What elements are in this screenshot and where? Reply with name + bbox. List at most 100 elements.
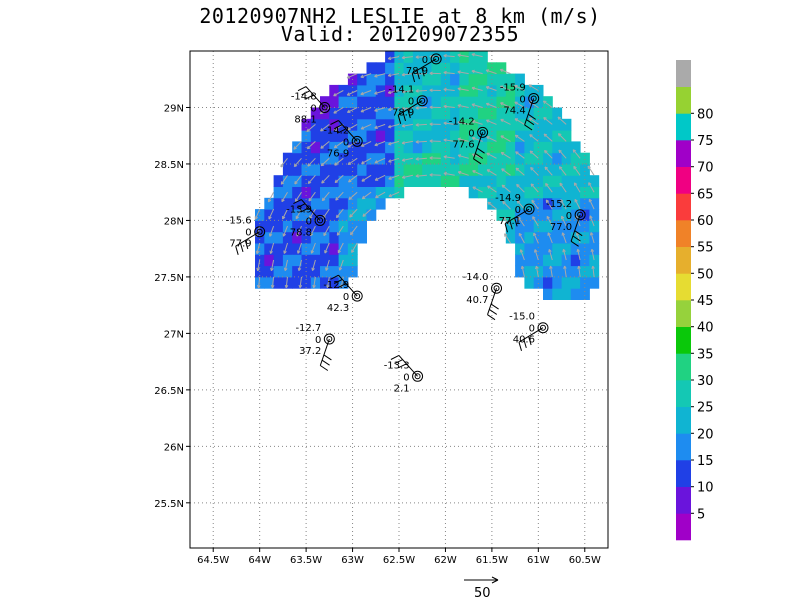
wind-speed-cell xyxy=(543,254,553,267)
wind-speed-cell xyxy=(505,209,516,221)
wind-arrow-head xyxy=(348,179,352,183)
wind-arrow-head xyxy=(388,193,392,198)
wind-arrow-head xyxy=(532,216,536,220)
wind-arrow xyxy=(487,201,497,210)
wind-arrow xyxy=(321,191,330,202)
wind-speed-cell xyxy=(496,141,507,154)
wind-arrow xyxy=(269,225,275,237)
wind-speed-cell xyxy=(543,265,553,278)
wind-speed-cell xyxy=(524,107,535,120)
wind-arrow-head xyxy=(387,73,392,77)
wind-speed-cell xyxy=(580,254,590,267)
wind-speed-cell xyxy=(580,186,590,199)
wind-speed-cell xyxy=(496,73,507,86)
wind-arrow xyxy=(258,276,261,288)
wind-arrow xyxy=(530,183,539,193)
wind-speed-cell xyxy=(403,141,414,154)
wind-arrow-head xyxy=(346,75,351,79)
wind-speed-cell xyxy=(552,220,563,233)
wind-speed-cell xyxy=(385,73,395,86)
wind-arrow xyxy=(388,107,400,111)
wind-speed-cell xyxy=(385,164,395,176)
wind-arrow-head xyxy=(500,102,504,106)
wind-arrow-head xyxy=(360,91,364,96)
wind-arrow xyxy=(401,73,413,76)
wind-arrow xyxy=(545,183,553,193)
wind-arrow-head xyxy=(348,196,353,200)
wind-speed-cell xyxy=(320,254,330,267)
wind-speed-cell xyxy=(496,107,507,120)
station-circle xyxy=(351,135,363,147)
wind-arrow xyxy=(347,140,358,148)
wind-arrow xyxy=(560,199,567,210)
wind-speed-cell xyxy=(375,62,386,75)
wind-speed-cell xyxy=(570,254,581,267)
wind-arrow-head xyxy=(270,284,275,289)
wind-barb-feather xyxy=(323,354,332,361)
wind-arrow xyxy=(402,157,413,161)
wind-speed-cell xyxy=(468,175,479,187)
station-value: 78.9 xyxy=(392,108,414,119)
wind-arrow-head xyxy=(529,134,533,138)
wind-arrow-head xyxy=(560,199,564,203)
station-inner-circle xyxy=(354,293,361,300)
wind-arrow-head xyxy=(308,198,312,202)
wind-speed-cell xyxy=(468,51,479,63)
wind-arrow-head xyxy=(307,163,311,167)
wind-barb-feather xyxy=(398,363,407,369)
wind-arrow-head xyxy=(338,267,343,271)
colorbar: 5 10 15 20 25 30 35 40 45 50 55 60 65 70 75 80 xyxy=(676,60,714,541)
wind-arrow-head xyxy=(387,90,392,95)
wind-arrow-head xyxy=(516,183,520,188)
wind-arrow-head xyxy=(310,232,314,237)
colorbar-segment xyxy=(676,513,691,541)
wind-arrow xyxy=(531,199,539,210)
wind-arrow-head xyxy=(323,232,327,237)
wind-arrow-head xyxy=(576,248,580,253)
wind-arrow-head xyxy=(337,249,341,254)
wind-speed-cell xyxy=(505,96,516,108)
wind-arrow-head xyxy=(443,138,447,142)
wind-arrow-head xyxy=(486,169,491,173)
wind-arrow xyxy=(388,157,400,163)
wind-arrow-head xyxy=(333,144,338,149)
wind-arrow-head xyxy=(561,215,565,220)
wind-arrow-head xyxy=(347,161,352,165)
wind-speed-cell xyxy=(570,186,581,199)
x-tick-label: 62W xyxy=(434,555,457,566)
wind-arrow xyxy=(521,265,525,278)
wind-arrow-head xyxy=(320,162,325,167)
wind-speed-cell xyxy=(524,243,535,255)
wind-speed-cell xyxy=(347,152,358,165)
wind-barb-feather xyxy=(297,86,307,92)
wind-speed-cell xyxy=(468,130,479,142)
wind-speed-cell xyxy=(292,141,302,154)
wind-arrow-head xyxy=(347,126,351,131)
wind-arrow xyxy=(501,168,511,176)
wind-arrow-head xyxy=(333,93,337,97)
wind-speed-cell xyxy=(478,107,488,120)
wind-speed-cell xyxy=(375,73,386,86)
wind-vector-layer xyxy=(254,53,595,289)
wind-arrow-head xyxy=(486,119,490,123)
wind-arrow xyxy=(326,276,330,288)
wind-barb-feather xyxy=(321,359,330,366)
wind-arrow-head xyxy=(415,123,419,127)
wind-speed-cell xyxy=(533,220,544,233)
wind-speed-cell xyxy=(329,276,340,289)
wind-speed-cell xyxy=(347,220,358,233)
wind-speed-cell xyxy=(505,73,516,86)
wind-speed-cell xyxy=(570,175,581,187)
wind-arrow-head xyxy=(360,143,365,147)
wind-arrow xyxy=(572,149,581,159)
wind-speed-cell xyxy=(533,152,544,165)
wind-barb-feather xyxy=(570,240,579,247)
wind-arrow xyxy=(588,182,595,193)
wind-speed-cell xyxy=(552,164,563,176)
wind-speed-cell xyxy=(310,118,321,131)
wind-speed-cell xyxy=(505,186,516,199)
wind-speed-cell xyxy=(580,231,590,244)
wind-speed-cell xyxy=(589,243,600,255)
wind-speed-cell xyxy=(505,141,516,154)
wind-speed-cell xyxy=(515,141,525,154)
